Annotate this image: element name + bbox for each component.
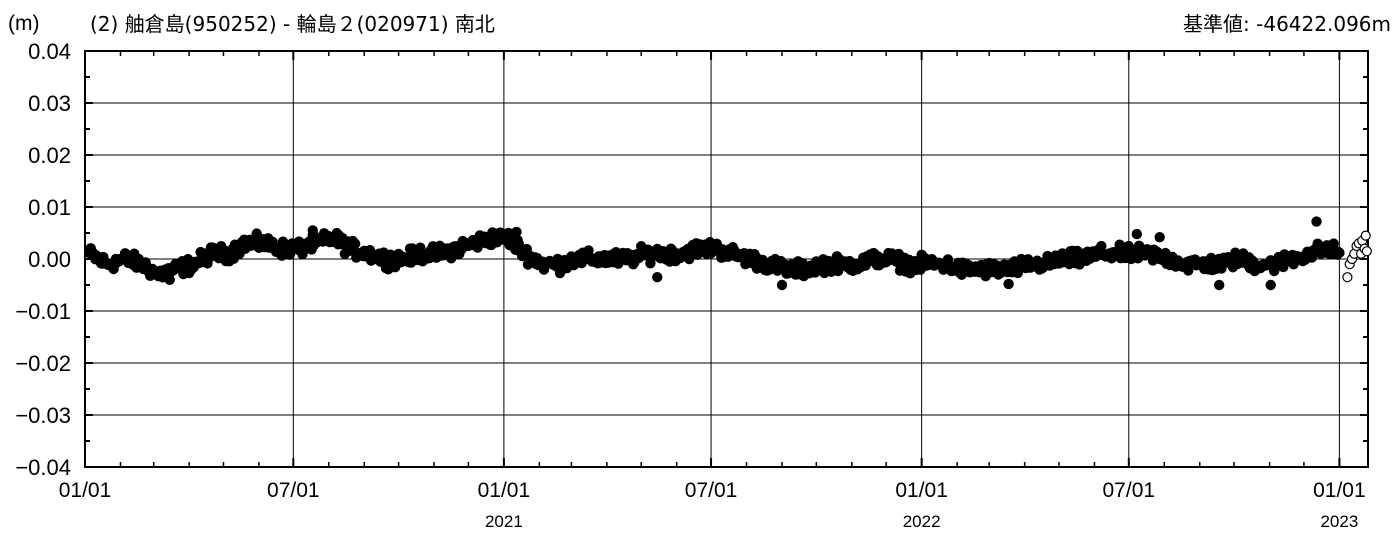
y-tick-label: −0.01	[15, 299, 71, 324]
y-tick-label: 0.03	[28, 91, 71, 116]
y-tick-label: −0.03	[15, 403, 71, 428]
y-tick-label: 0.04	[28, 39, 71, 64]
x-tick-label: 07/01	[1103, 479, 1156, 502]
x-tick-label: 01/01	[59, 479, 112, 502]
data-point	[446, 253, 457, 264]
data-point	[1003, 278, 1014, 290]
data-point	[652, 272, 663, 283]
y-tick-label: 0.02	[28, 143, 71, 168]
x-tick-label: 07/01	[267, 479, 320, 502]
x-tick-label: 01/01	[478, 479, 531, 502]
data-point	[1214, 279, 1225, 291]
data-point	[1096, 240, 1107, 252]
y-tick-label: 0.00	[28, 247, 71, 272]
data-point-open	[1360, 230, 1371, 241]
data-point	[164, 274, 175, 285]
data-point	[333, 230, 345, 241]
baseline-value: 基準値: -46422.096m	[1183, 12, 1391, 36]
y-tick-label: −0.04	[15, 455, 71, 480]
data-point	[1334, 247, 1345, 259]
data-point	[511, 226, 522, 238]
x-tick-label: 01/01	[1313, 479, 1366, 502]
data-point	[349, 238, 361, 250]
y-axis-unit: (m)	[8, 12, 40, 35]
data-point-open	[1342, 272, 1353, 283]
x-year-label: 2022	[903, 512, 941, 531]
data-point	[307, 225, 318, 236]
data-point	[832, 265, 844, 277]
chart-title: (2) 舳倉島(950252) - 輪島２(020971) 南北	[90, 12, 495, 36]
x-year-label: 2023	[1320, 512, 1358, 531]
x-tick-label: 07/01	[685, 479, 738, 502]
data-point	[1265, 279, 1276, 291]
data-point	[1154, 231, 1165, 243]
data-point	[1131, 228, 1143, 240]
plot-frame	[84, 50, 1369, 468]
data-point	[1311, 216, 1322, 227]
x-year-label: 2021	[485, 512, 523, 531]
data-point	[1012, 267, 1023, 279]
data-point-open	[1361, 246, 1372, 257]
data-point	[776, 279, 788, 291]
y-tick-label: −0.02	[15, 351, 71, 376]
data-point	[251, 228, 262, 239]
x-tick-label: 01/01	[895, 479, 948, 502]
y-tick-label: 0.01	[28, 195, 71, 220]
